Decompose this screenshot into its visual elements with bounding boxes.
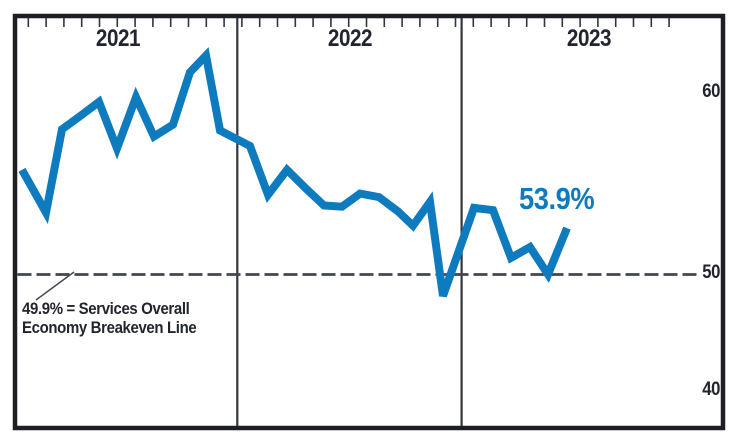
year-label-2022: 2022 xyxy=(327,25,373,52)
yaxis-label-50: 50 xyxy=(702,262,720,283)
year-label-2021: 2021 xyxy=(95,25,141,52)
yaxis-label-60: 60 xyxy=(702,81,720,102)
breakeven-note-line1: 49.9% = Services Overall xyxy=(22,299,190,318)
pmi-line xyxy=(18,47,571,298)
yaxis-label-40: 40 xyxy=(702,379,720,400)
breakeven-leader-line xyxy=(35,271,75,301)
breakeven-note: 49.9% = Services Overall Economy Breakev… xyxy=(22,299,197,337)
year-label-2023: 2023 xyxy=(566,25,612,52)
latest-value-callout: 53.9% xyxy=(519,181,595,216)
chart-frame xyxy=(12,13,726,431)
breakeven-note-line2: Economy Breakeven Line xyxy=(22,317,197,337)
month-ticks xyxy=(27,18,670,27)
